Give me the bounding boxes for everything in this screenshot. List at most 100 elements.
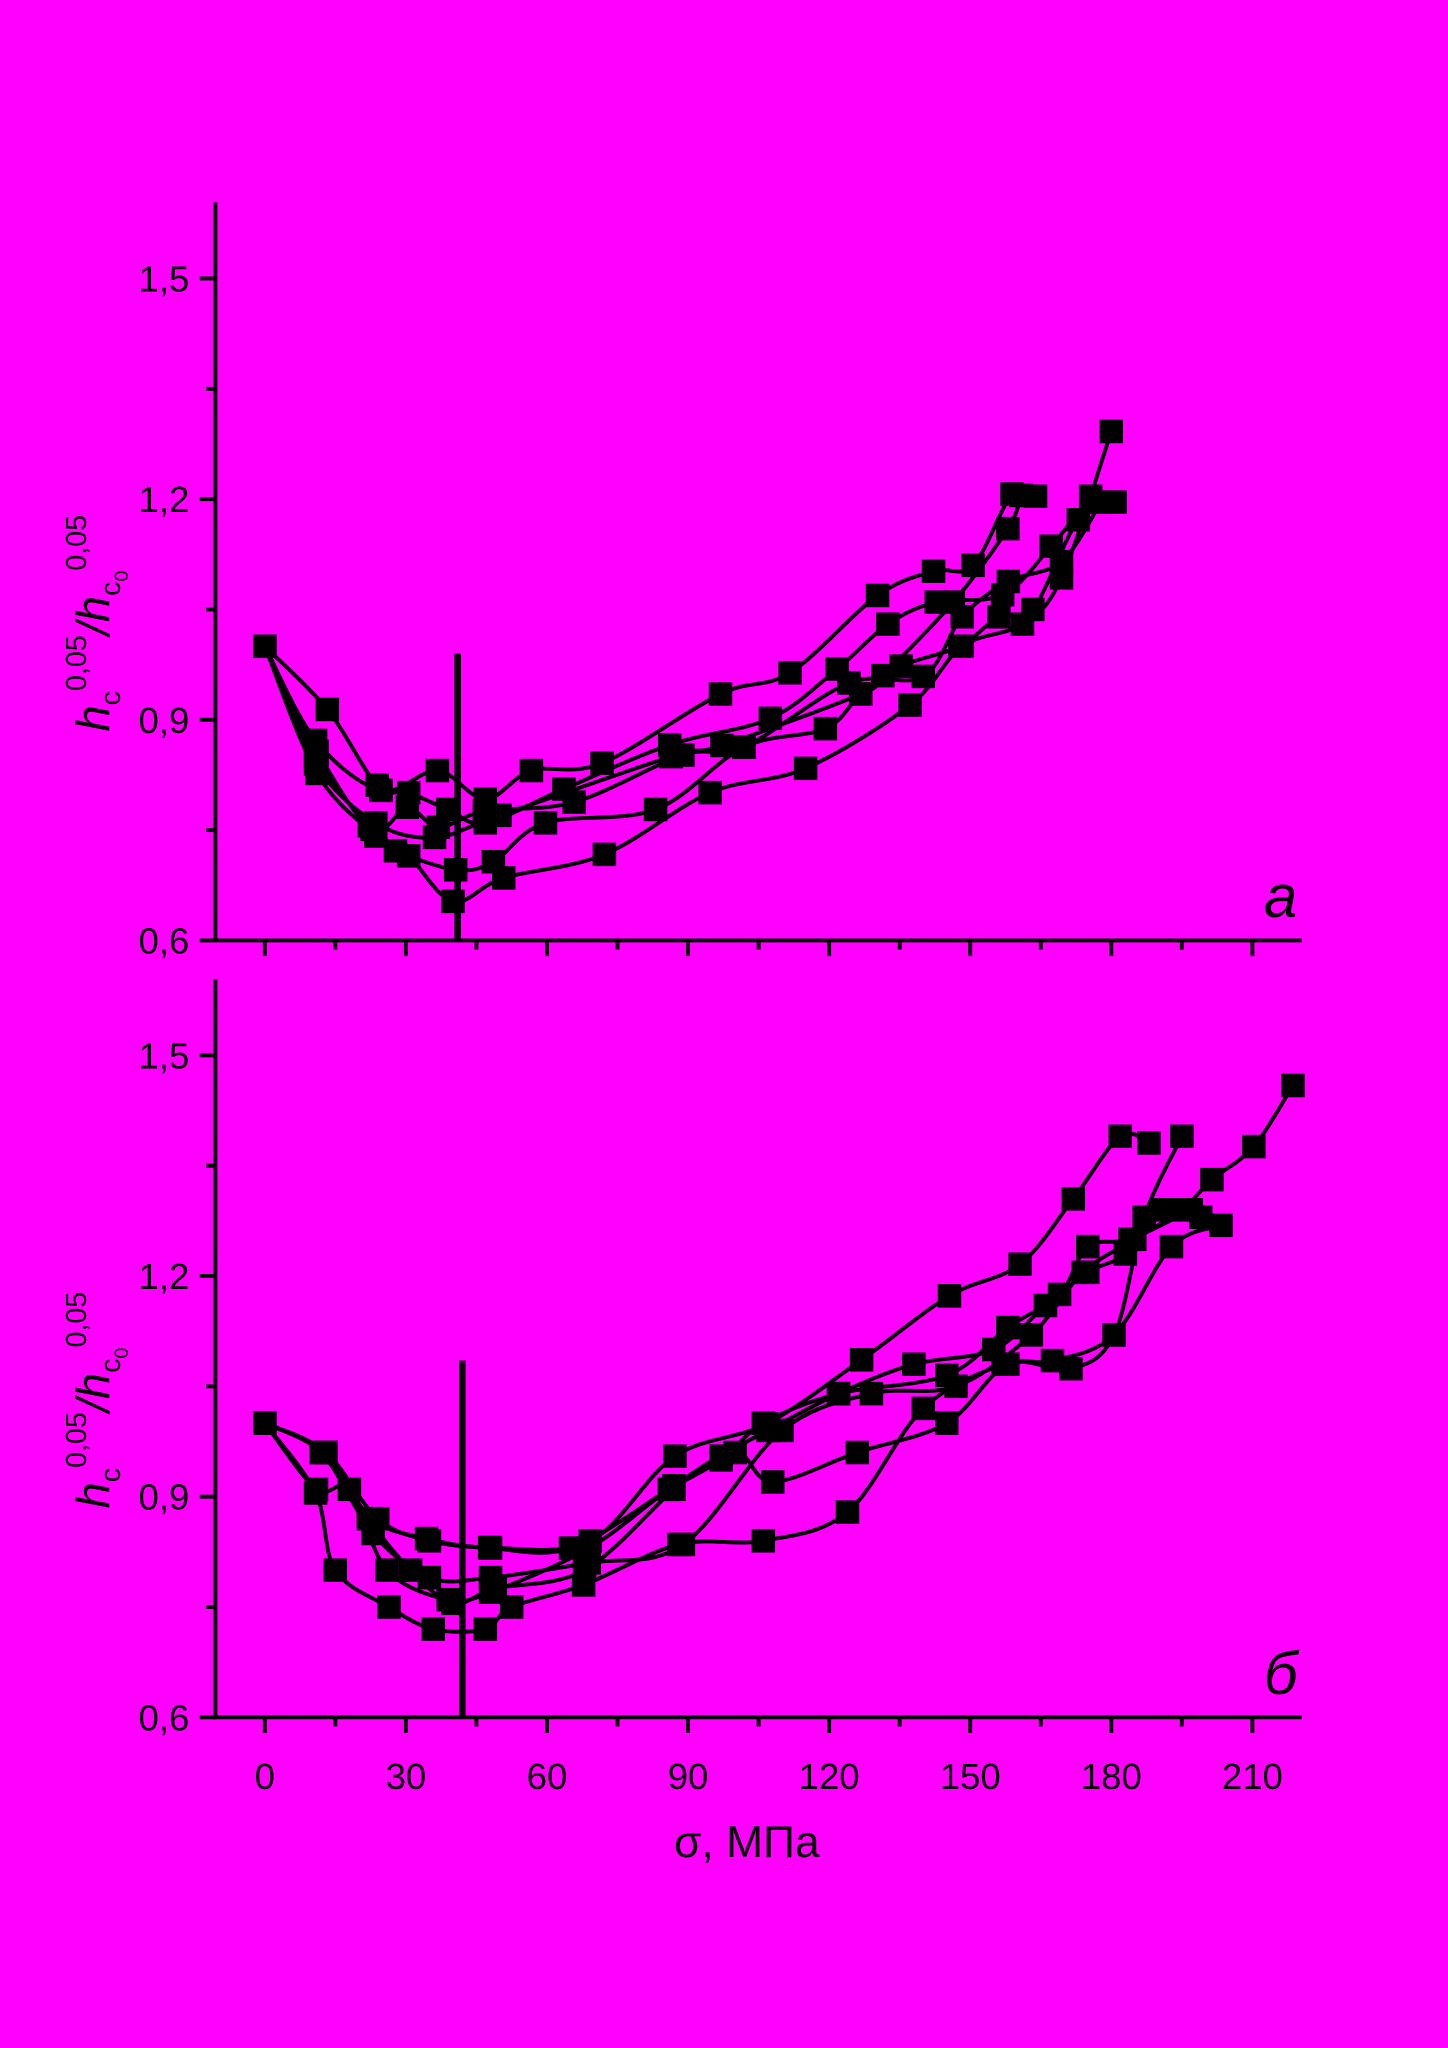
- series-2-point: [1200, 1167, 1224, 1192]
- series-5-point: [934, 1411, 959, 1435]
- y-tick-label: 1,2: [139, 479, 190, 520]
- series-5-point: [1102, 1323, 1126, 1347]
- series-6-point: [314, 1440, 338, 1465]
- series-3-point: [911, 1396, 935, 1421]
- y-axis-label-part: c: [95, 1468, 127, 1482]
- series-2-point: [1021, 597, 1045, 622]
- y-axis-label-part: 0: [111, 1347, 133, 1358]
- series-4-point: [902, 1352, 926, 1377]
- series-4-point: [572, 1558, 597, 1582]
- series-4-point: [425, 758, 450, 783]
- y-tick-label: 0,9: [139, 1477, 190, 1518]
- series-5-point: [1049, 549, 1074, 574]
- y-axis-label-part: c: [95, 1358, 127, 1372]
- series-1-point: [1108, 1124, 1133, 1149]
- y-axis-label-part: 0,05: [61, 1412, 93, 1468]
- series-6-point: [1118, 1227, 1142, 1252]
- series-4-point: [519, 758, 544, 783]
- series-4-point: [1076, 1260, 1100, 1285]
- y-tick-label: 0,6: [139, 920, 190, 961]
- panel-label-b: б: [1264, 1640, 1300, 1707]
- x-axis-label: σ, МПа: [674, 1818, 820, 1867]
- x-tick-label: 180: [1081, 1756, 1142, 1797]
- panel-label-a: а: [1264, 863, 1297, 930]
- y-axis-label-part: 0: [111, 571, 133, 582]
- y-tick-label: 0,6: [139, 1697, 190, 1738]
- series-5-point: [911, 664, 935, 689]
- series-5-point: [760, 1470, 785, 1494]
- y-tick-label: 0,9: [139, 700, 190, 741]
- series-6-point: [934, 1363, 959, 1388]
- series-5-point: [1089, 490, 1113, 514]
- series-6-line: [263, 1208, 1193, 1555]
- series-1-point: [1137, 1131, 1161, 1155]
- series-6-point: [996, 516, 1020, 541]
- series-5-point: [1170, 1124, 1194, 1149]
- series-3-point: [315, 697, 340, 722]
- series-2-point: [1281, 1073, 1305, 1098]
- series-6-point: [826, 1381, 851, 1406]
- series-5-point: [395, 795, 420, 820]
- series-6-point: [1076, 1234, 1100, 1259]
- series-6-point: [488, 803, 512, 828]
- y-axis-label-part: h: [67, 705, 120, 731]
- series-3-point: [876, 612, 900, 636]
- series-3-point: [835, 1500, 860, 1524]
- x-tick-label: 120: [799, 1756, 860, 1797]
- x-tick-label: 150: [940, 1756, 1001, 1797]
- series-5-point: [845, 1440, 870, 1465]
- y-axis-label-part: c: [95, 691, 127, 705]
- series-3-point: [435, 797, 460, 822]
- series-2-point: [1066, 507, 1091, 532]
- series-6-point: [710, 733, 734, 758]
- series-6-point: [871, 663, 895, 688]
- series-1-point: [937, 1284, 962, 1308]
- y-axis-label-part: /h: [67, 1373, 120, 1415]
- series-2-point: [481, 849, 506, 874]
- series-6-point: [558, 1536, 583, 1560]
- series-4-point: [921, 559, 946, 583]
- series-4-point: [778, 661, 802, 685]
- y-axis-label-part: h: [67, 1482, 120, 1508]
- y-axis-label-part: 0,05: [61, 515, 93, 571]
- series-3-point: [1159, 1234, 1184, 1259]
- series-6-point: [1009, 483, 1033, 508]
- series-6-point: [751, 1411, 776, 1435]
- series-3-line: [263, 1223, 1222, 1634]
- y-axis-label: hc0,05/hc00,05: [61, 1292, 133, 1509]
- series-1-point: [849, 1348, 874, 1372]
- x-tick-label: 210: [1222, 1756, 1283, 1797]
- y-axis-label-part: 0,05: [61, 635, 93, 691]
- series-6-point: [659, 744, 683, 769]
- series-1-point: [1008, 1252, 1032, 1276]
- series-6-point: [996, 1315, 1020, 1340]
- series-2-point: [533, 811, 558, 835]
- series-2-point: [813, 716, 838, 741]
- y-tick-label: 1,2: [139, 1256, 190, 1297]
- series-6-point: [478, 1536, 503, 1560]
- series-2-point: [1242, 1134, 1266, 1159]
- series-4-point: [369, 778, 393, 803]
- series-3-point: [1209, 1213, 1233, 1238]
- series-6-point: [365, 1506, 390, 1531]
- x-tick-label: 30: [386, 1756, 427, 1797]
- series-1-point: [592, 842, 617, 867]
- x-tick-label: 0: [255, 1756, 275, 1797]
- y-axis-label-part: c: [95, 582, 127, 596]
- series-4-point: [1151, 1198, 1175, 1222]
- x-tick-label: 60: [527, 1756, 568, 1797]
- series-5-point: [478, 1580, 503, 1604]
- series-5-point: [996, 1352, 1020, 1377]
- series-6-point: [417, 1529, 442, 1553]
- series-1-point: [698, 780, 722, 805]
- series-6-point: [941, 590, 966, 614]
- series-2-point: [443, 858, 468, 882]
- series-4-point: [590, 751, 614, 775]
- series-1-point: [898, 693, 922, 717]
- series-6-point: [657, 1477, 682, 1502]
- series-2-point: [383, 838, 408, 863]
- series-2-point: [1019, 1323, 1044, 1347]
- series-6-point: [1179, 1198, 1204, 1222]
